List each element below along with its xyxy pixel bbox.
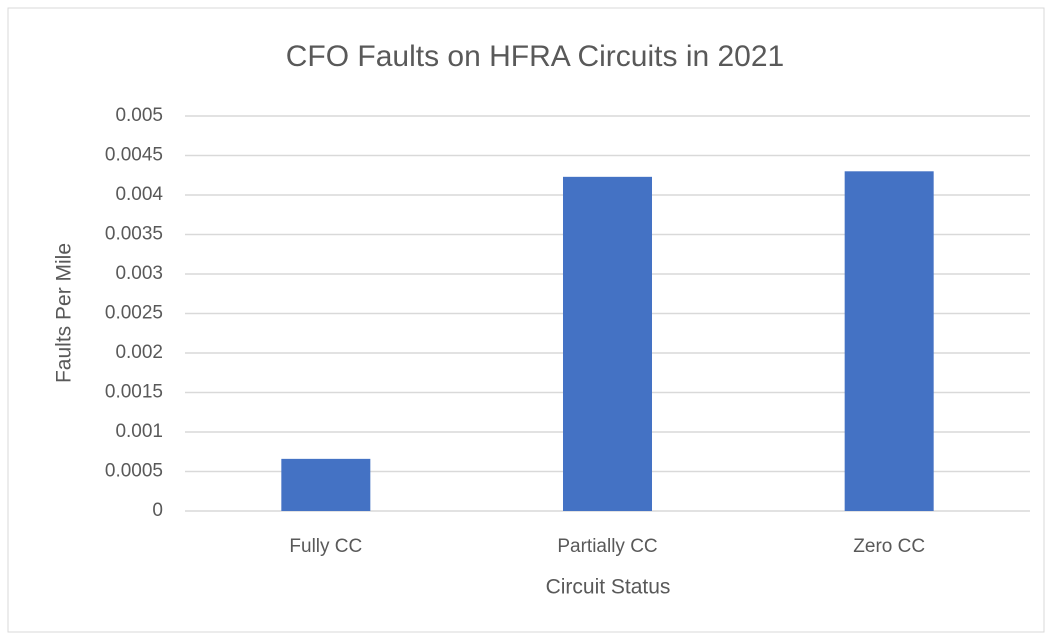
bar <box>844 171 934 512</box>
y-tick-label: 0.0005 <box>105 461 163 482</box>
x-tick-label: Fully CC <box>289 536 362 557</box>
y-tick-label: 0.0025 <box>105 303 163 324</box>
y-tick-label: 0.002 <box>115 342 163 363</box>
y-tick-label: 0.003 <box>115 263 163 284</box>
y-axis-title: Faults Per Mile <box>53 243 76 383</box>
x-tick-label: Partially CC <box>557 536 657 557</box>
x-axis-title: Circuit Status <box>546 576 671 599</box>
bar <box>562 176 653 511</box>
y-tick-label: 0 <box>152 500 163 521</box>
bar <box>281 458 371 511</box>
y-tick-label: 0.005 <box>115 105 163 126</box>
y-tick-label: 0.0015 <box>105 382 163 403</box>
y-tick-label: 0.004 <box>115 184 163 205</box>
y-tick-label: 0.0035 <box>105 224 163 245</box>
x-tick-label: Zero CC <box>853 536 925 557</box>
y-tick-label: 0.0045 <box>105 145 163 166</box>
chart-title: CFO Faults on HFRA Circuits in 2021 <box>286 40 785 73</box>
y-tick-label: 0.001 <box>115 421 163 442</box>
